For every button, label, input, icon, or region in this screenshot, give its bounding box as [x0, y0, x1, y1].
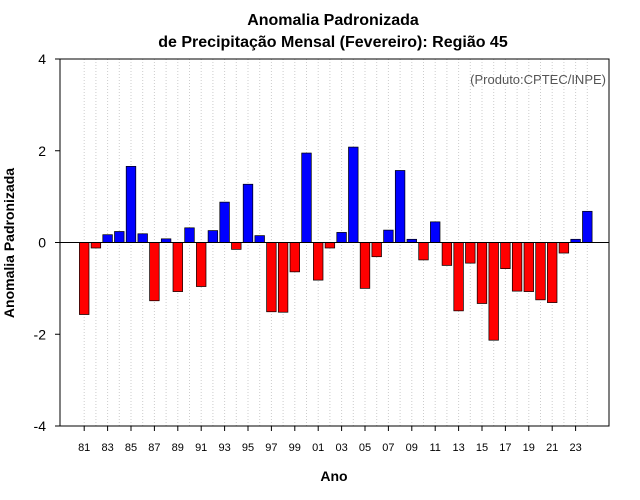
x-tick-label: 83	[101, 442, 113, 454]
x-tick-label: 93	[218, 442, 230, 454]
bar-89	[172, 242, 183, 292]
bar-90	[184, 227, 195, 243]
bar-12	[441, 242, 453, 266]
x-tick-label: 95	[242, 442, 254, 454]
x-tick-label: 21	[546, 442, 558, 454]
bar-13	[453, 242, 464, 312]
bar-82	[90, 242, 102, 249]
bar-05	[359, 242, 371, 289]
bar-16	[488, 242, 499, 341]
y-axis-label: Anomalia Padronizada	[1, 168, 17, 318]
bar-96	[254, 235, 265, 243]
x-tick-label: 05	[359, 442, 371, 454]
bar-14	[465, 242, 476, 264]
bar-81	[79, 242, 90, 315]
bar-11	[430, 221, 441, 243]
credit-text: (Produto:CPTEC/INPE)	[470, 72, 606, 87]
x-tick-label: 07	[382, 442, 394, 454]
y-tick-label: 0	[38, 235, 46, 251]
x-tick-label: 13	[452, 442, 464, 454]
y-tick-label: -2	[34, 326, 47, 342]
chart-title-line-1: Anomalia Padronizada	[247, 12, 419, 29]
x-tick-label: 09	[406, 442, 418, 454]
x-tick-label: 87	[148, 442, 160, 454]
bar-02	[324, 242, 336, 249]
x-axis: 81 83 85 87 89 91 93 95 97 99 01 03 05 07 09 11 13 15 17 19…	[78, 426, 582, 454]
bar-17	[500, 242, 511, 269]
bar-19	[523, 242, 534, 292]
y-tick-label: 2	[38, 143, 46, 159]
bar-08	[394, 170, 406, 243]
bar-84	[114, 231, 125, 243]
bar-93	[219, 201, 230, 243]
bar-99	[289, 242, 300, 273]
bar-21	[547, 242, 558, 303]
x-tick-label: 91	[195, 442, 207, 454]
bar-20	[535, 242, 546, 301]
x-tick-label: 85	[125, 442, 137, 454]
bar-24	[582, 210, 593, 243]
bar-04	[348, 146, 359, 243]
bars	[79, 146, 593, 341]
bar-98	[277, 242, 289, 313]
x-tick-label: 97	[265, 442, 277, 454]
bar-97	[266, 242, 277, 313]
chart-title-line-2: de Precipitação Mensal (Fevereiro): Regi…	[158, 34, 508, 51]
bar-94	[231, 242, 242, 250]
bar-87	[149, 242, 160, 302]
y-axis: -4 -2 0 2 4	[34, 51, 60, 434]
x-tick-label: 03	[335, 442, 347, 454]
x-tick-label: 23	[569, 442, 581, 454]
bar-10	[418, 242, 429, 261]
x-tick-label: 81	[78, 442, 90, 454]
x-tick-label: 11	[429, 442, 440, 454]
x-tick-label: 17	[499, 442, 511, 454]
y-tick-label: 4	[38, 51, 46, 67]
x-tick-label: 19	[523, 442, 535, 454]
bar-18	[511, 242, 523, 292]
x-tick-label: 15	[476, 442, 488, 454]
bar-92	[207, 230, 219, 243]
x-tick-label: 99	[289, 442, 301, 454]
bar-83	[102, 234, 113, 243]
bar-22	[558, 242, 570, 254]
bar-07	[383, 229, 394, 243]
bar-03	[336, 232, 347, 243]
x-tick-label: 89	[172, 442, 184, 454]
bar-86	[137, 233, 148, 243]
x-tick-label: 01	[312, 442, 324, 454]
bar-91	[196, 242, 207, 287]
bar-06	[371, 242, 382, 258]
bar-85	[125, 165, 137, 243]
x-axis-label: Ano	[320, 468, 347, 484]
y-tick-label: -4	[34, 418, 47, 434]
bar-00	[301, 152, 312, 243]
bar-88	[160, 238, 172, 243]
bar-15	[476, 242, 488, 304]
bar-95	[242, 183, 254, 243]
bar-01	[313, 242, 324, 281]
